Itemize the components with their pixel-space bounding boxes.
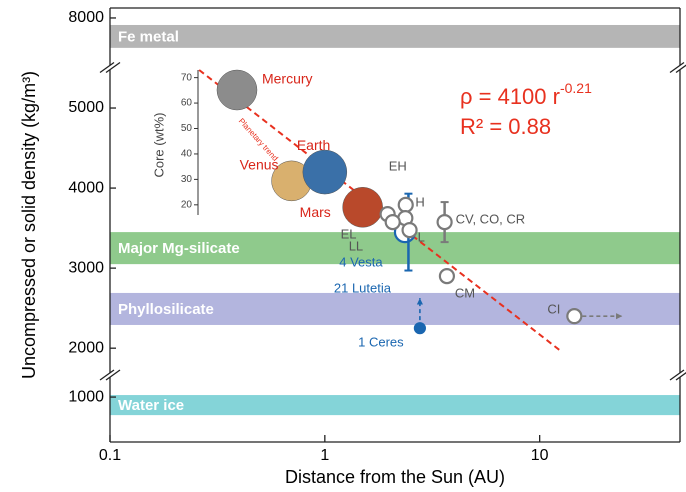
- inset-axis-label: Core (wt%): [151, 112, 166, 177]
- fit-formula: ρ = 4100 r-0.21: [460, 80, 592, 109]
- axis-break: [105, 369, 121, 381]
- inset-tick-label: 20: [181, 199, 193, 210]
- band-label: Water ice: [118, 397, 184, 414]
- asteroid-label: 1 Ceres: [358, 335, 404, 350]
- x-tick-label: 0.1: [99, 447, 121, 464]
- planet: [342, 187, 383, 228]
- meteorite-label: CM: [455, 286, 475, 301]
- y-tick-label: 8000: [68, 9, 104, 26]
- meteorite-label: H: [415, 195, 424, 210]
- meteorite-label: EH: [389, 158, 407, 173]
- inset-tick-label: 60: [181, 98, 193, 109]
- meteorite-point: [401, 222, 418, 239]
- meteorite-point: [438, 268, 456, 285]
- planet-label: Venus: [240, 157, 279, 173]
- formula-exponent: -0.21: [560, 80, 592, 96]
- formula-text: ρ = 4100 r: [460, 84, 560, 109]
- planet: [216, 69, 258, 111]
- meteorite-label: CI: [547, 302, 560, 317]
- axis-break: [99, 61, 115, 74]
- band: [110, 24, 680, 48]
- meteorite-point: [566, 308, 583, 325]
- inset-tick-label: 40: [181, 149, 193, 160]
- y-tick-label: 5000: [68, 99, 104, 116]
- trend-line: [198, 69, 561, 351]
- y-axis-label: Uncompressed or solid density (kg/m³): [19, 71, 39, 379]
- asteroid-label: 21 Lutetia: [334, 281, 392, 296]
- x-axis-label: Distance from the Sun (AU): [285, 467, 505, 487]
- inset-tick-label: 30: [181, 174, 193, 185]
- band-label: Major Mg-silicate: [118, 240, 240, 257]
- planet: [302, 149, 348, 195]
- x-tick-label: 10: [531, 447, 549, 464]
- meteorite-point: [384, 214, 401, 231]
- asteroid-point: [413, 322, 426, 335]
- band: [110, 232, 680, 265]
- axis-break: [675, 372, 686, 381]
- meteorite-point: [436, 214, 453, 231]
- band: [110, 292, 680, 325]
- planet-label: Earth: [297, 137, 330, 153]
- meteorite-label: L: [418, 230, 425, 245]
- band-label: Phyllosilicate: [118, 301, 214, 318]
- meteorite-label: LL: [349, 239, 363, 254]
- meteorite-label: EL: [341, 227, 357, 242]
- band-label: Fe metal: [118, 28, 179, 45]
- meteorite-label: CV, CO, CR: [456, 212, 526, 227]
- arrow-up-head: [416, 298, 423, 305]
- meteorite-point: [397, 196, 414, 213]
- inset-tick-label: 70: [181, 72, 193, 83]
- inset-tick-label: 50: [181, 123, 193, 134]
- axis-break: [669, 369, 685, 381]
- fit-r2: R² = 0.88: [460, 114, 551, 139]
- y-tick-label: 3000: [68, 259, 104, 276]
- x-tick-label: 1: [320, 447, 329, 464]
- bands: Fe metal Major Mg-silicate Phyllosilicate W…: [110, 24, 680, 416]
- axis-break: [675, 64, 686, 74]
- y-tick-label: 4000: [68, 179, 104, 196]
- axis-break: [99, 369, 115, 381]
- band: [110, 395, 680, 416]
- asteroid-label: 4 Vesta: [339, 255, 383, 270]
- planet-label: Mercury: [262, 71, 313, 87]
- arrow-right-head: [616, 313, 623, 320]
- axis-break: [105, 61, 121, 74]
- planet-label: Mars: [300, 204, 331, 220]
- axis-break: [669, 61, 685, 74]
- y-tick-label: 2000: [68, 339, 104, 356]
- y-tick-label: 1000: [68, 388, 104, 405]
